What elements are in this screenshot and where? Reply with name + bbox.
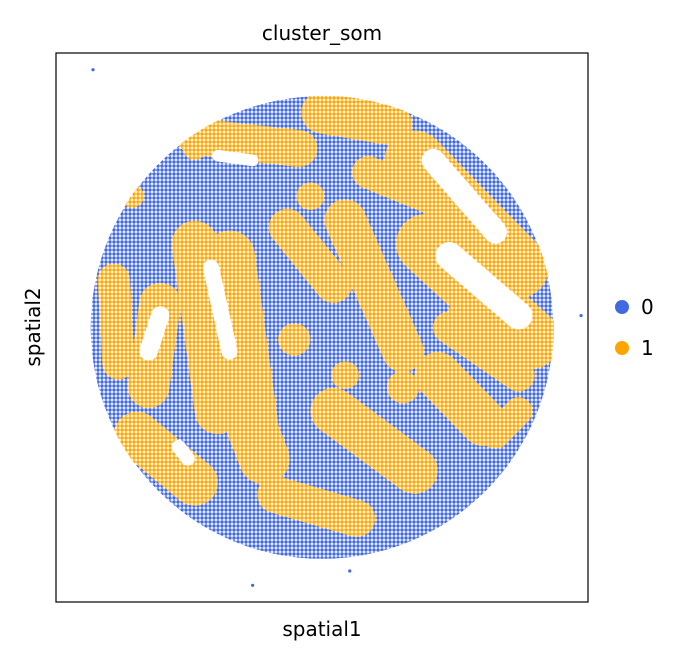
- legend-swatch-0: [615, 300, 629, 314]
- cluster-1-blob: [183, 136, 207, 161]
- cluster-1-band: [171, 220, 242, 435]
- cluster-1-band: [352, 156, 443, 213]
- cluster-1-band: [113, 411, 218, 506]
- legend: 0 1: [615, 295, 654, 360]
- cluster-1-band: [481, 397, 533, 449]
- plot-frame: [55, 52, 589, 603]
- legend-swatch-1: [615, 341, 629, 355]
- empty-hole: [202, 259, 238, 360]
- legend-label-1: 1: [641, 336, 654, 360]
- legend-item-1: 1: [615, 336, 654, 360]
- plot-area: [90, 95, 554, 559]
- cluster-1-blob: [296, 182, 325, 211]
- cluster-1-band: [215, 373, 290, 485]
- data-point: [348, 569, 352, 573]
- stray-spots: [91, 68, 583, 587]
- cluster-1-band: [310, 387, 438, 494]
- legend-label-0: 0: [641, 295, 654, 319]
- data-point: [579, 313, 583, 318]
- cluster-1-band: [301, 95, 413, 146]
- cluster-1-band: [176, 118, 318, 167]
- cluster-1-blob: [386, 370, 420, 404]
- cluster-1-bands: [97, 95, 554, 537]
- empty-tissue-holes: [139, 148, 533, 466]
- empty-hole: [212, 149, 259, 167]
- cluster-1-band: [97, 263, 135, 380]
- cluster-1-band: [268, 208, 353, 304]
- empty-hole: [171, 439, 195, 466]
- cluster-1-blob: [446, 301, 475, 330]
- x-axis-label: spatial1: [282, 617, 361, 641]
- cluster-1-blob: [120, 184, 144, 208]
- empty-hole: [139, 306, 170, 361]
- cluster-1-blob: [331, 361, 360, 390]
- data-point: [251, 583, 255, 587]
- empty-hole: [421, 148, 508, 244]
- chart-title: cluster_som: [262, 21, 382, 45]
- cluster-1-band: [324, 199, 424, 373]
- empty-hole: [435, 242, 533, 330]
- data-point: [91, 68, 95, 72]
- cluster-1-band: [414, 352, 508, 447]
- cluster-1-blob: [278, 323, 311, 356]
- cluster-1-band: [433, 311, 535, 392]
- cluster-1-band: [257, 476, 376, 537]
- y-axis-label: spatial2: [21, 287, 45, 366]
- legend-item-0: 0: [615, 295, 654, 319]
